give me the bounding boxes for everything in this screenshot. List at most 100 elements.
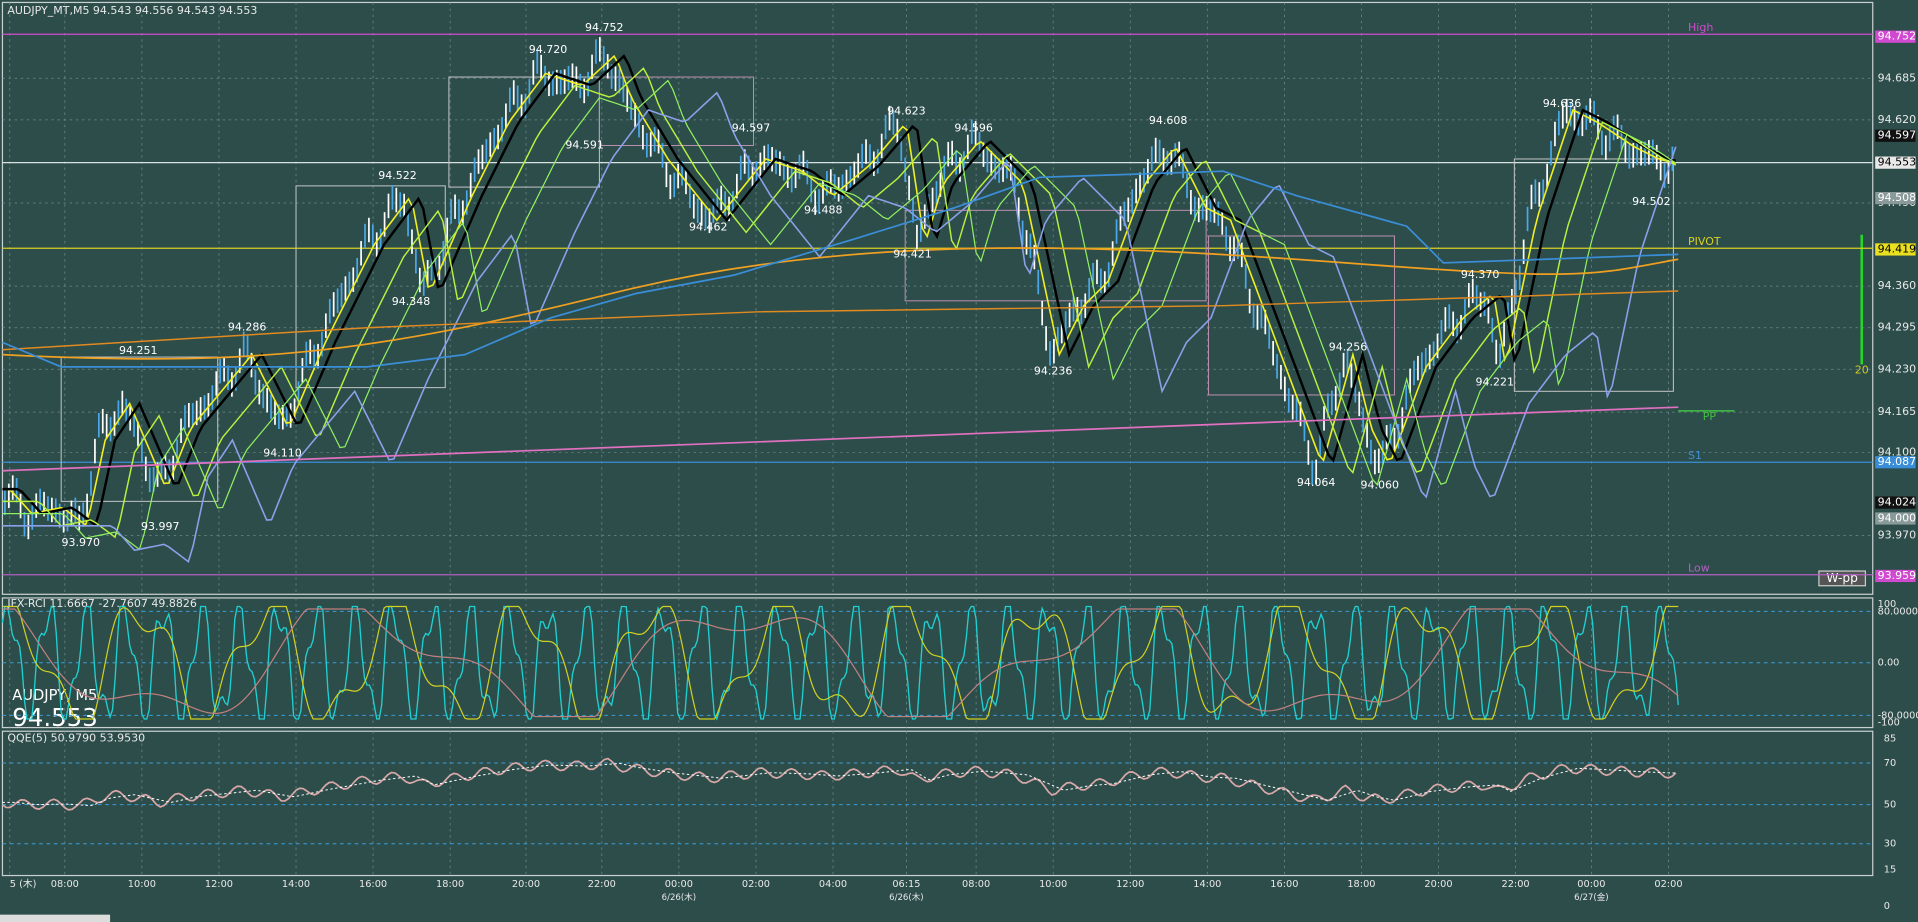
price-box-label: 94.087 [1878,455,1917,468]
price-label: 94.221 [1476,376,1515,389]
qqe-axis-label: 70 [1884,758,1896,769]
time-label: 12:00 [1116,879,1144,890]
price-axis-label: 94.230 [1878,362,1917,375]
tab[interactable] [0,914,111,922]
time-label: 20:00 [512,879,540,890]
price-label: 94.348 [392,295,431,308]
price-box-label: 94.000 [1878,511,1917,524]
qqe-title: QQE(5) 50.9790 53.9530 [7,732,145,745]
time-label: 10:00 [128,879,156,890]
price-axis-label: 94.100 [1878,445,1917,458]
price-box [1875,456,1916,469]
time-label: 22:00 [588,879,616,890]
price-axis-label: 94.165 [1878,405,1917,418]
price-label: 94.623 [887,104,926,117]
price-box [1875,30,1916,43]
time-label: 18:00 [1347,879,1375,890]
rci-axis-label: 100 [1878,599,1897,610]
price-box [1875,569,1916,583]
time-label: 02:00 [742,879,770,890]
qqe-axis-label: 50 [1884,800,1896,811]
date-label: 6/26(木) [662,891,696,903]
price-box-label: 94.024 [1878,496,1917,509]
rci-line [2,608,1679,718]
price-box-label: 94.752 [1878,30,1917,43]
price-axis-label: 93.970 [1878,529,1917,542]
time-label: 18:00 [436,879,464,890]
price-label: 94.608 [1149,114,1188,127]
price-label: 94.064 [1297,476,1336,489]
time-label: 00:00 [1577,879,1605,890]
price-axis-label: 94.685 [1878,71,1917,84]
time-label: 14:00 [282,879,310,890]
price-label: 94.522 [378,169,417,182]
session-box [598,76,754,147]
price-label: 94.370 [1461,268,1500,281]
time-label: 06:15 [892,879,920,890]
price-box-label: 94.508 [1878,191,1917,204]
chart-header: AUDJPY_MT,M5 94.543 94.556 94.543 94.553 [7,4,257,17]
price-label: 94.236 [1034,365,1073,378]
level-label: High [1688,21,1713,34]
level-label: PP [1703,410,1717,423]
rci-title: JFX-RCI 11.6667 -27.7607 49.8826 [6,597,197,610]
step-line [2,170,1679,368]
price-axis-label: 94.620 [1878,113,1917,126]
rci-axis-label: -80.0000 [1878,710,1918,721]
price-box-label: 93.959 [1878,569,1917,582]
qqe-axis-label: 15 [1884,864,1896,875]
date-label: 6/26(木) [889,891,923,903]
price-label: 94.720 [529,43,568,56]
price-label: 93.970 [61,536,100,549]
price-box-label: 94.597 [1878,129,1917,142]
time-label: 16:00 [359,879,387,890]
time-label: 22:00 [1501,879,1529,890]
level-label: S1 [1688,449,1702,462]
level-label: PIVOT [1688,235,1721,248]
time-label: 14:00 [1193,879,1221,890]
price-box-label: 94.419 [1878,242,1917,255]
w-pp-label: W-pp [1826,571,1858,585]
price-label: 94.596 [954,121,993,134]
price-label: 94.636 [1543,97,1582,110]
rci-axis-label: -100 [1878,718,1900,729]
price-box [1875,496,1916,509]
session-box [60,356,219,502]
moving-average [2,290,1679,351]
time-label: 5 (木) [10,878,37,890]
time-label: 00:00 [665,879,693,890]
price-box [1875,129,1916,142]
price-label: 94.110 [263,447,302,460]
level-label: Low [1688,562,1710,575]
time-label: 12:00 [205,879,233,890]
qqe-signal [2,762,1676,807]
price-axis-label: 94.360 [1878,279,1917,292]
time-label: 08:00 [962,879,990,890]
rci-line [2,605,1679,720]
price-label: 94.488 [804,203,843,216]
price-label: 94.502 [1632,195,1671,208]
price-label: 94.752 [585,21,624,34]
session-box [1208,235,1395,396]
rci-line [1,605,1679,721]
price-axis-label: 94.295 [1878,321,1917,334]
price-label: 94.060 [1361,478,1400,491]
moving-average [2,54,1677,527]
date-label: 6/27(金) [1574,891,1608,903]
price-box [1875,512,1916,525]
qqe-axis-label: 30 [1884,839,1896,850]
price-label: 94.591 [565,139,604,152]
price-label: 94.597 [732,121,771,134]
moving-average [2,406,1679,472]
time-label: 20:00 [1424,879,1452,890]
time-label: 02:00 [1654,879,1682,890]
moving-average [2,247,1679,360]
qqe-panel [1,730,1874,877]
rci-axis-label: 0.00 [1878,658,1900,669]
period-label: 20 [1855,364,1869,377]
time-label: 04:00 [819,879,847,890]
main-panel [1,1,1874,595]
price-box [1875,243,1916,256]
